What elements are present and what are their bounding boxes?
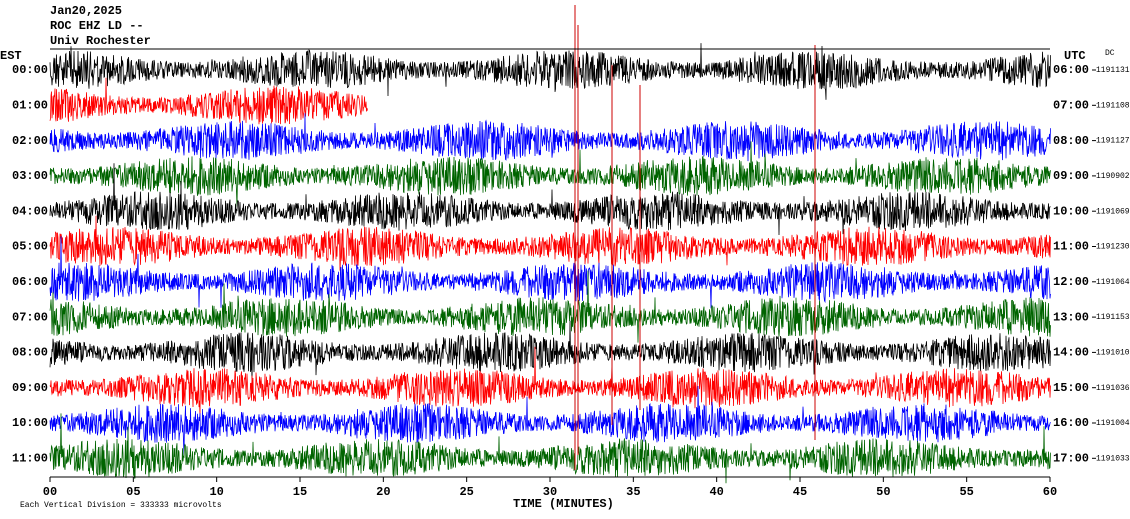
trace	[49, 413, 1051, 484]
trace	[49, 43, 1051, 100]
right-row-offset: 1191108	[1096, 101, 1130, 110]
x-tick-label: 55	[959, 485, 973, 499]
right-row-label: 14:00	[1053, 346, 1089, 360]
trace	[49, 163, 1051, 236]
x-tick-label: 05	[126, 485, 140, 499]
left-row-label: 09:00	[12, 381, 48, 395]
trace	[49, 385, 1051, 455]
x-tick-label: 10	[209, 485, 223, 499]
right-row-label: 11:00	[1053, 240, 1089, 254]
right-row-label: 15:00	[1053, 381, 1089, 395]
left-row-label: 04:00	[12, 204, 48, 218]
trace	[49, 113, 1051, 162]
left-row-label: 02:00	[12, 134, 48, 148]
right-row-label: 13:00	[1053, 310, 1089, 324]
trace	[49, 346, 1051, 416]
trace	[49, 215, 1051, 271]
right-row-offset: 1191127	[1096, 137, 1130, 146]
x-axis-label: TIME (MINUTES)	[513, 497, 614, 511]
left-row-label: 00:00	[12, 63, 48, 77]
x-tick-label: 40	[709, 485, 723, 499]
right-row-offset: 1190902	[1096, 172, 1130, 181]
station: ROC EHZ LD --	[50, 19, 144, 33]
x-tick-label: 35	[626, 485, 640, 499]
right-row-label: 06:00	[1053, 63, 1089, 77]
left-row-label: 01:00	[12, 98, 48, 112]
right-row-offset: 1191131	[1096, 66, 1130, 75]
x-tick-label: 50	[876, 485, 890, 499]
trace	[49, 320, 1051, 387]
right-row-label: 09:00	[1053, 169, 1089, 183]
right-row-offset: 1191230	[1096, 243, 1130, 252]
left-row-label: 05:00	[12, 240, 48, 254]
x-tick-label: 30	[543, 485, 557, 499]
x-tick-label: 20	[376, 485, 390, 499]
left-row-label: 11:00	[12, 451, 48, 465]
x-tick-label: 00	[43, 485, 57, 499]
left-axis-label: EST	[0, 49, 22, 63]
right-row-offset: 1191004	[1096, 419, 1130, 428]
right-row-label: 10:00	[1053, 204, 1089, 218]
left-row-label: 07:00	[12, 310, 48, 324]
right-row-label: 17:00	[1053, 451, 1089, 465]
trace	[49, 236, 1051, 309]
x-tick-label: 15	[293, 485, 307, 499]
right-row-label: 07:00	[1053, 98, 1089, 112]
trace	[49, 270, 1051, 343]
x-tick-label: 60	[1043, 485, 1057, 499]
left-row-label: 10:00	[12, 416, 48, 430]
right-row-offset: 1191010	[1096, 349, 1130, 358]
labels: 00:00 06:00 1191131 01:00 07:00 1191108 02:00 0…	[12, 63, 1130, 499]
left-row-label: 08:00	[12, 346, 48, 360]
traces	[49, 5, 1051, 484]
x-tick-label: 25	[459, 485, 473, 499]
right-axis-note: DC	[1105, 49, 1115, 58]
right-row-offset: 1191153	[1096, 313, 1130, 322]
right-row-label: 16:00	[1053, 416, 1089, 430]
right-row-offset: 1191064	[1096, 278, 1130, 287]
right-row-label: 12:00	[1053, 275, 1089, 289]
right-row-offset: 1191033	[1096, 454, 1130, 463]
right-row-offset: 1191069	[1096, 207, 1130, 216]
right-axis-label: UTC	[1064, 49, 1086, 63]
source: Univ Rochester	[50, 34, 151, 48]
trace	[49, 141, 1051, 207]
left-row-label: 06:00	[12, 275, 48, 289]
trace	[49, 77, 368, 125]
date: Jan20,2025	[50, 4, 122, 18]
x-tick-label: 45	[793, 485, 807, 499]
right-row-offset: 1191036	[1096, 384, 1130, 393]
left-row-label: 03:00	[12, 169, 48, 183]
right-row-label: 08:00	[1053, 134, 1089, 148]
footer: Each Vertical Division = 333333 microvol…	[20, 501, 222, 510]
